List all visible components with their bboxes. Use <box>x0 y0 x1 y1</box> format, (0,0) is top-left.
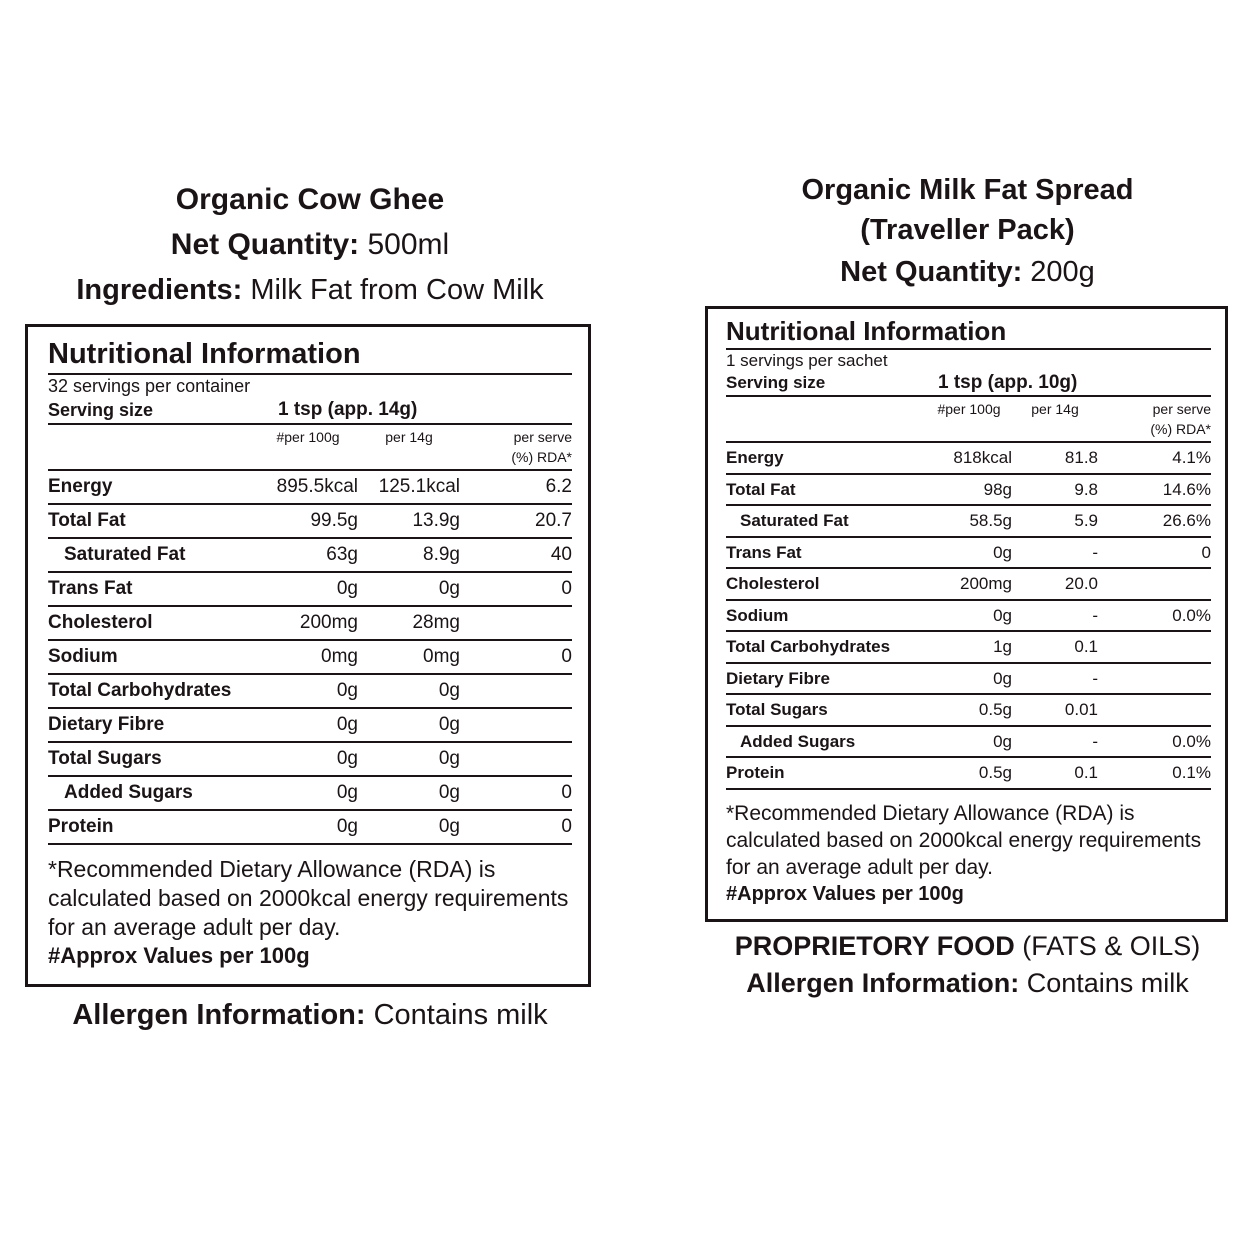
food-category: PROPRIETORY FOOD (FATS & OILS) <box>705 928 1230 965</box>
column-headers: #per 100g per 14g per serve (%) RDA* <box>48 425 572 470</box>
table-row: Total Fat 98g 9.8 14.6% <box>726 474 1211 505</box>
allergen-info: Allergen Information: Contains milk <box>705 965 1230 1002</box>
serving-size: Serving size 1 tsp (app. 14g) <box>48 397 572 425</box>
serving-size-label: Serving size <box>48 400 154 420</box>
net-quantity-value: 500ml <box>367 228 450 261</box>
table-row: Total Carbohydrates 1g 0.1 <box>726 631 1211 663</box>
ingredients: Ingredients: Milk Fat from Cow Milk <box>25 268 595 312</box>
allergen-info: Allergen Information: Contains milk <box>25 991 595 1039</box>
nutrition-facts-box: Nutritional Information 32 servings per … <box>25 324 591 987</box>
cow-ghee-label: Organic Cow Ghee Net Quantity: 500ml Ing… <box>25 178 595 1039</box>
table-row: Energy 895.5kcal 125.1kcal 6.2 <box>48 470 572 504</box>
nutrition-facts-box: Nutritional Information 1 servings per s… <box>705 306 1228 922</box>
rda-footnote: *Recommended Dietary Allowance (RDA) is … <box>48 856 569 940</box>
product-title: Organic Cow Ghee <box>175 183 445 216</box>
serving-size-value: 1 tsp (app. 14g) <box>278 399 418 420</box>
net-quantity: Net Quantity: 500ml <box>25 222 595 268</box>
servings-per-sachet: 1 servings per sachet <box>726 351 888 370</box>
allergen-label: Allergen Information: <box>72 999 366 1031</box>
table-row: Cholesterol 200mg 28mg <box>48 606 572 640</box>
product-title: Organic Milk Fat Spread <box>801 174 1134 206</box>
approx-note: #Approx Values per 100g <box>48 943 310 968</box>
product-heading: Organic Milk Fat Spread (Traveller Pack)… <box>705 170 1230 294</box>
col-rda: per serve (%) RDA* <box>1150 401 1211 437</box>
net-quantity: Net Quantity: 200g <box>705 250 1230 294</box>
ingredients-label: Ingredients: <box>76 274 243 306</box>
col-per-serve: per 14g <box>1031 401 1079 417</box>
table-row: Saturated Fat 58.5g 5.9 26.6% <box>726 505 1211 537</box>
table-row: Energy 818kcal 81.8 4.1% <box>726 442 1211 474</box>
table-row: Dietary Fibre 0g 0g <box>48 708 572 742</box>
product-subtitle: (Traveller Pack) <box>860 214 1075 246</box>
table-row: Added Sugars 0g -0.0% <box>726 726 1211 757</box>
nutrition-title: Nutritional Information <box>48 335 572 375</box>
servings-per-container: 32 servings per container <box>48 376 251 396</box>
serving-size-label: Serving size <box>726 373 826 392</box>
column-headers: #per 100g per 14g per serve (%) RDA* <box>726 397 1211 442</box>
net-quantity-label: Net Quantity: <box>840 256 1023 288</box>
table-row: Trans Fat 0g -0 <box>726 537 1211 568</box>
net-quantity-value: 200g <box>1030 256 1095 288</box>
nutrition-table: #per 100g per 14g per serve (%) RDA* Ener… <box>726 397 1211 790</box>
table-row: Dietary Fibre 0g - <box>726 663 1211 694</box>
table-row: Protein 0.5g 0.1 0.1% <box>726 757 1211 789</box>
col-per-100g: #per 100g <box>937 401 1001 417</box>
milk-fat-spread-label: Organic Milk Fat Spread (Traveller Pack)… <box>705 170 1230 1002</box>
table-row: Trans Fat 0g 0g 0 <box>48 572 572 606</box>
table-row: Cholesterol 200mg 20.0 <box>726 568 1211 600</box>
nutrition-table: #per 100g per 14g per serve (%) RDA* Ener… <box>48 425 572 845</box>
category-label: PROPRIETORY FOOD <box>734 930 1015 961</box>
net-quantity-label: Net Quantity: <box>170 228 360 261</box>
table-row: Added Sugars 0g 0g 0 <box>48 776 572 810</box>
table-row: Sodium 0mg 0mg 0 <box>48 640 572 674</box>
allergen-label: Allergen Information: <box>746 967 1020 998</box>
table-row: Total Fat 99.5g 13.9g 20.7 <box>48 504 572 538</box>
col-per-100g: #per 100g <box>276 429 340 445</box>
category-value: (FATS & OILS) <box>1022 930 1201 961</box>
rda-footnote: *Recommended Dietary Allowance (RDA) is … <box>726 801 1202 879</box>
ingredients-value: Milk Fat from Cow Milk <box>250 274 544 306</box>
product-heading: Organic Cow Ghee Net Quantity: 500ml Ing… <box>25 178 595 312</box>
table-row: Total Sugars 0.5g 0.01 <box>726 694 1211 726</box>
serving-size: Serving size 1 tsp (app. 10g) <box>726 371 1211 397</box>
allergen-value: Contains milk <box>373 999 548 1031</box>
nutrition-title: Nutritional Information <box>726 315 1211 350</box>
table-row: Sodium 0g -0.0% <box>726 600 1211 631</box>
table-row: Total Carbohydrates 0g 0g <box>48 674 572 708</box>
table-row: Saturated Fat 63g 8.9g 40 <box>48 538 572 572</box>
col-per-serve: per 14g <box>385 429 433 445</box>
allergen-value: Contains milk <box>1026 967 1189 998</box>
approx-note: #Approx Values per 100g <box>726 882 964 905</box>
table-row: Total Sugars 0g 0g <box>48 742 572 776</box>
col-rda: per serve (%) RDA* <box>511 429 572 465</box>
table-row: Protein 0g 0g 0 <box>48 810 572 844</box>
serving-size-value: 1 tsp (app. 10g) <box>938 372 1078 393</box>
